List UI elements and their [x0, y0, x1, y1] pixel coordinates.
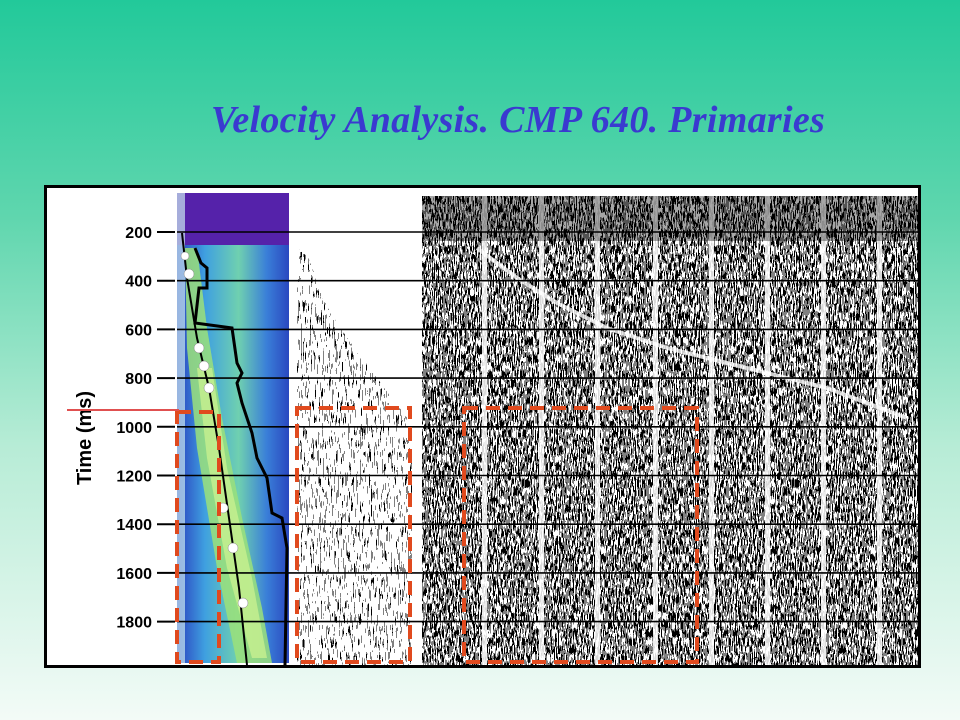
time-tick-label: 400 [125, 274, 152, 291]
trace-gap [765, 196, 770, 665]
time-tick-label: 800 [125, 371, 152, 388]
trace-gap [877, 196, 882, 665]
seismic-figure: 200 400 600 800 1000 1200 1400 1600 1800 Time (m… [44, 185, 921, 668]
trace-gap [595, 196, 600, 665]
highlight-box-gather [295, 406, 412, 664]
figure-graphic: 200 400 600 800 1000 1200 1400 1600 1800 Time (m… [74, 193, 918, 665]
time-tick-label: 1200 [116, 469, 152, 486]
highlight-box-semblance [175, 410, 221, 664]
reference-line [67, 409, 179, 411]
nmo-gather-panel [422, 196, 918, 665]
time-tick-label: 200 [125, 225, 152, 242]
time-tick-label: 1000 [116, 420, 152, 437]
highlight-box-nmo [462, 406, 699, 664]
trace-gap [482, 196, 487, 665]
time-tick-label: 1400 [116, 517, 152, 534]
time-tick-label: 1800 [116, 615, 152, 632]
trace-gap [653, 196, 658, 665]
trace-gap-bands [482, 196, 882, 665]
time-tick-label: 1600 [116, 566, 152, 583]
time-axis-label: Time (ms) [74, 391, 96, 485]
semblance-panel [177, 193, 289, 663]
time-tick-label: 600 [125, 322, 152, 339]
slide-title: Velocity Analysis. CMP 640. Primaries [210, 99, 826, 141]
trace-gap [709, 196, 714, 665]
time-axis: 200 400 600 800 1000 1200 1400 1600 1800 [116, 225, 175, 632]
time-gridlines [177, 231, 918, 623]
highlight-boxes [175, 406, 699, 664]
trace-gap [539, 196, 544, 665]
trace-gap [821, 196, 826, 665]
velocity-picks [180, 232, 289, 665]
